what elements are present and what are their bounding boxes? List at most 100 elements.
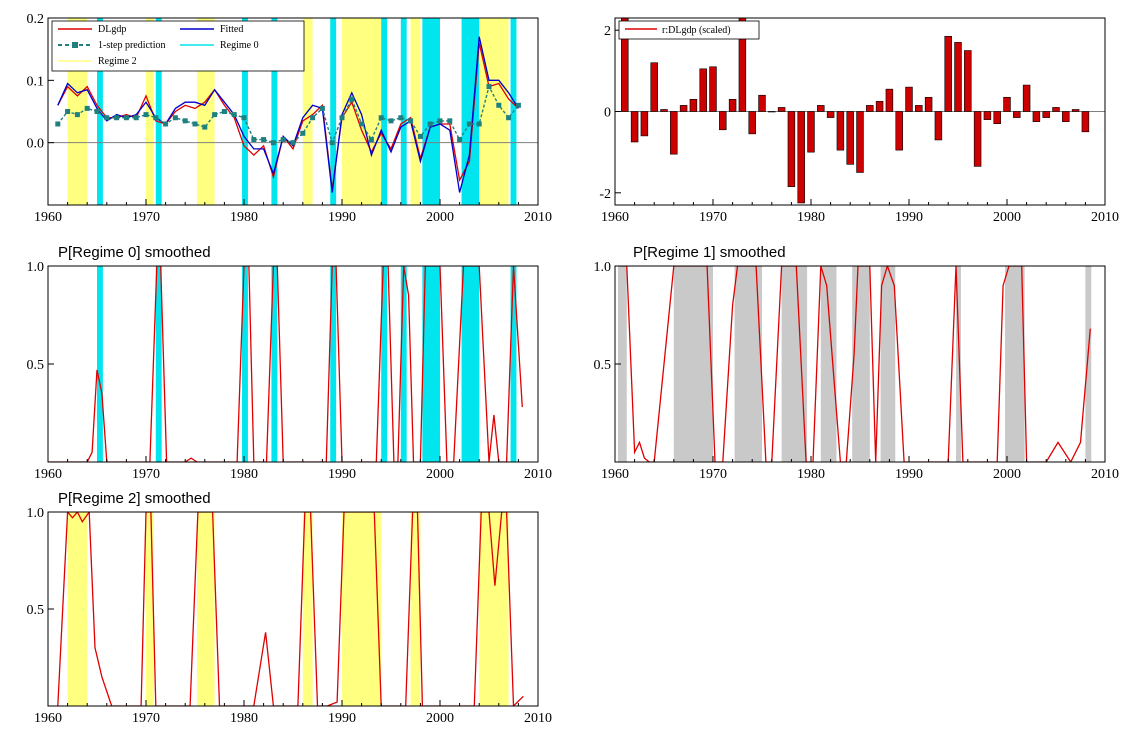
bar [993, 111, 1001, 124]
prediction-point [221, 109, 227, 114]
plot-frame [47, 17, 539, 206]
legend-marker [72, 42, 78, 48]
bar [846, 111, 854, 165]
bar [630, 111, 639, 143]
regime-2-band [410, 512, 421, 706]
bar [964, 50, 972, 112]
legend-label: DLgdp [98, 24, 126, 35]
prediction-point [310, 115, 316, 121]
prediction-point [192, 121, 198, 127]
regime-0-band [461, 266, 480, 462]
prediction-point [94, 109, 100, 114]
regime-1-band [880, 266, 896, 462]
prediction-point [359, 121, 365, 127]
x-tick-label: 1960 [601, 210, 629, 225]
bar [1022, 84, 1031, 112]
y-tick-label: 0.5 [27, 358, 45, 373]
regime-2-band [67, 512, 88, 706]
bar [758, 94, 766, 112]
x-tick-label: 1970 [132, 467, 160, 482]
x-tick-label: 2010 [1091, 210, 1119, 225]
regime-2-band [146, 512, 154, 706]
regime-2-band [302, 512, 313, 706]
x-tick-label: 1990 [328, 467, 356, 482]
prediction-point [447, 118, 453, 124]
bar [944, 35, 952, 112]
regime-0-band [155, 18, 162, 205]
regime-1-band [956, 266, 961, 462]
x-tick-label: 2010 [524, 210, 552, 225]
y-tick-label: 1.0 [27, 506, 45, 521]
prediction-point [339, 115, 345, 121]
series-line-probability [619, 266, 1091, 462]
prediction-point [172, 115, 178, 121]
x-tick-label: 1990 [895, 467, 923, 482]
panel-p1: 1960 1970 1980 1990 2000 2010 0.5 1.0 P[Regime 1… [594, 244, 1120, 482]
bar [983, 111, 992, 120]
panel-fit: 1960 1970 1980 1990 2000 2010 0.0 0.1 0.2 DLgdp Fi… [27, 12, 553, 225]
bar [1071, 109, 1080, 112]
y-tick-label: 0.1 [27, 74, 45, 89]
regime-1-band [781, 266, 808, 462]
bar [856, 111, 864, 173]
prediction-point [182, 118, 188, 124]
regime-1-band [852, 266, 870, 462]
bar [621, 18, 629, 112]
bar [915, 105, 923, 112]
bar [640, 111, 649, 137]
regime-1-band [820, 266, 837, 462]
bar [817, 105, 825, 112]
bar [895, 111, 903, 151]
regime-2-band [342, 512, 382, 706]
regime-0-band [330, 18, 337, 205]
prediction-point [398, 115, 404, 121]
y-tick-label: -2 [599, 187, 611, 202]
prediction-point [388, 118, 394, 124]
x-tick-label: 1970 [132, 711, 160, 726]
prediction-point [163, 121, 169, 127]
regime-0-band [422, 266, 440, 462]
regime-1-band [1005, 266, 1025, 462]
bar [728, 99, 737, 112]
prediction-point [437, 118, 443, 124]
prediction-point [143, 112, 149, 118]
plot-area-p0 [48, 266, 523, 462]
prediction-point [202, 124, 208, 130]
x-tick-label: 2000 [426, 711, 454, 726]
bar [709, 66, 717, 112]
bar [768, 111, 776, 113]
prediction-point [212, 112, 218, 118]
bar [1052, 107, 1060, 112]
bar [866, 105, 874, 112]
legend-label: r:DLgdp (scaled) [662, 25, 731, 36]
plot-area-p1 [617, 266, 1092, 462]
x-tick-label: 1980 [797, 210, 825, 225]
regime-1-band [617, 266, 627, 462]
bar [905, 86, 913, 112]
bar [1032, 111, 1041, 122]
x-tick-label: 2000 [426, 467, 454, 482]
x-tick-label: 1980 [230, 711, 258, 726]
series-line-fitted [57, 36, 519, 193]
prediction-point [241, 115, 247, 121]
bar [650, 62, 658, 112]
bar [954, 42, 962, 112]
bar [875, 101, 884, 112]
regime-0-band [510, 266, 517, 462]
x-tick-label: 2000 [426, 210, 454, 225]
regime-1-band [1085, 266, 1092, 462]
legend: DLgdp Fitted 1-step prediction Regime 0 Regi… [51, 20, 305, 72]
plot-area-p2 [57, 512, 524, 706]
x-tick-label: 1980 [797, 467, 825, 482]
prediction-point [506, 115, 512, 121]
prediction-point [457, 137, 463, 143]
series-line-probability [48, 266, 523, 462]
prediction-point [231, 112, 237, 118]
panel-title: P[Regime 0] smoothed [58, 244, 211, 261]
regime-0-band [381, 266, 388, 462]
regime-1-band [673, 266, 713, 462]
regime-0-band [271, 266, 278, 462]
x-tick-label: 1960 [601, 467, 629, 482]
bar [1013, 111, 1021, 118]
x-tick-label: 1960 [34, 210, 62, 225]
